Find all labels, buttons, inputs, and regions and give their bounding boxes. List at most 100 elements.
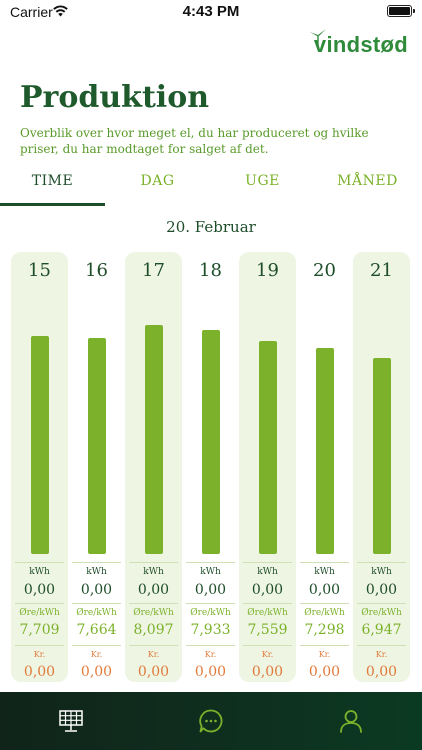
kwh-value: 0,00	[137, 582, 170, 598]
column-divider	[357, 603, 406, 604]
hour-column-17[interactable]: 17 kWh 0,00 Øre/kWh 8,097 Kr. 0,00	[125, 252, 182, 682]
page-title: Produktion	[20, 80, 210, 115]
carrier-label: Carrier	[10, 4, 53, 20]
column-divider	[357, 562, 406, 563]
column-divider	[129, 562, 178, 563]
tab-active-indicator	[0, 203, 105, 206]
kwh-unit-label: kWh	[143, 567, 164, 577]
production-bar	[373, 358, 391, 554]
kwh-unit-label: kWh	[257, 567, 278, 577]
column-divider	[15, 603, 64, 604]
production-bar	[202, 330, 220, 554]
kr-value: 0,00	[308, 664, 341, 680]
hour-label: 21	[370, 260, 393, 281]
price-unit-label: Øre/kWh	[190, 608, 231, 618]
page-subtitle: Overblik over hvor meget el, du har prod…	[20, 126, 369, 156]
bottom-nav	[0, 692, 422, 750]
production-bar	[316, 348, 334, 554]
kr-unit-label: Kr.	[318, 650, 331, 659]
price-unit-label: Øre/kWh	[304, 608, 345, 618]
hour-column-18[interactable]: 18 kWh 0,00 Øre/kWh 7,933 Kr. 0,00	[182, 252, 239, 682]
tab-uge[interactable]: UGE	[245, 173, 280, 189]
kwh-value: 0,00	[251, 582, 284, 598]
kr-unit-label: Kr.	[204, 650, 217, 659]
hour-label: 18	[199, 260, 222, 281]
chat-bubble-icon[interactable]	[198, 708, 224, 734]
kwh-value: 0,00	[23, 582, 56, 598]
vindstod-logo: vindstød	[304, 28, 408, 58]
user-profile-icon[interactable]	[338, 708, 364, 734]
production-bar	[145, 325, 163, 554]
period-tabs: TIME DAG UGE MÅNED	[0, 170, 422, 206]
kr-unit-label: Kr.	[261, 650, 274, 659]
column-divider	[72, 603, 121, 604]
column-divider	[300, 645, 349, 646]
kr-value: 0,00	[251, 664, 284, 680]
column-divider	[357, 645, 406, 646]
hour-label: 15	[28, 260, 51, 281]
status-bar: Carrier 4:43 PM	[0, 0, 422, 24]
hour-label: 19	[256, 260, 279, 281]
column-divider	[15, 562, 64, 563]
column-divider	[129, 645, 178, 646]
column-divider	[72, 645, 121, 646]
price-unit-label: Øre/kWh	[361, 608, 402, 618]
column-divider	[72, 562, 121, 563]
price-unit-label: Øre/kWh	[247, 608, 288, 618]
price-value: 8,097	[133, 622, 174, 638]
kwh-value: 0,00	[365, 582, 398, 598]
column-divider	[15, 645, 64, 646]
production-bar	[31, 336, 49, 554]
price-unit-label: Øre/kWh	[133, 608, 174, 618]
column-divider	[186, 603, 235, 604]
hour-label: 20	[313, 260, 336, 281]
price-value: 7,933	[190, 622, 231, 638]
tab-dag[interactable]: DAG	[140, 173, 175, 189]
kr-value: 0,00	[80, 664, 113, 680]
kr-value: 0,00	[137, 664, 170, 680]
column-divider	[243, 645, 292, 646]
wifi-icon	[53, 5, 68, 17]
price-unit-label: Øre/kWh	[76, 608, 117, 618]
tab-time[interactable]: TIME	[31, 173, 74, 189]
hour-column-16[interactable]: 16 kWh 0,00 Øre/kWh 7,664 Kr. 0,00	[68, 252, 125, 682]
hour-label: 16	[85, 260, 108, 281]
kwh-value: 0,00	[194, 582, 227, 598]
kr-value: 0,00	[23, 664, 56, 680]
kr-unit-label: Kr.	[90, 650, 103, 659]
kr-value: 0,00	[194, 664, 227, 680]
clock: 4:43 PM	[182, 3, 240, 20]
date-label: 20. Februar	[166, 218, 256, 236]
column-divider	[300, 562, 349, 563]
hour-label: 17	[142, 260, 165, 281]
kwh-unit-label: kWh	[86, 567, 107, 577]
kr-unit-label: Kr.	[375, 650, 388, 659]
hour-column-20[interactable]: 20 kWh 0,00 Øre/kWh 7,298 Kr. 0,00	[296, 252, 353, 682]
kwh-unit-label: kWh	[314, 567, 335, 577]
kwh-value: 0,00	[308, 582, 341, 598]
price-value: 7,664	[76, 622, 117, 638]
production-bar	[88, 338, 106, 554]
price-unit-label: Øre/kWh	[19, 608, 60, 618]
kr-unit-label: Kr.	[33, 650, 46, 659]
kr-unit-label: Kr.	[147, 650, 160, 659]
battery-icon	[387, 5, 415, 17]
column-divider	[129, 603, 178, 604]
solar-panel-icon[interactable]	[58, 708, 84, 734]
column-divider	[243, 603, 292, 604]
hourly-columns: 15 kWh 0,00 Øre/kWh 7,709 Kr. 0,00 16 kWh 0,00 Øre…	[11, 252, 411, 682]
price-value: 7,298	[304, 622, 345, 638]
column-divider	[243, 562, 292, 563]
kwh-unit-label: kWh	[200, 567, 221, 577]
logo-text: vindstød	[313, 32, 408, 57]
tab-maaned[interactable]: MÅNED	[337, 173, 398, 189]
kwh-unit-label: kWh	[371, 567, 392, 577]
hour-column-21[interactable]: 21 kWh 0,00 Øre/kWh 6,947 Kr. 0,00	[353, 252, 410, 682]
production-bar	[259, 341, 277, 554]
hour-column-15[interactable]: 15 kWh 0,00 Øre/kWh 7,709 Kr. 0,00	[11, 252, 68, 682]
kwh-value: 0,00	[80, 582, 113, 598]
hour-column-19[interactable]: 19 kWh 0,00 Øre/kWh 7,559 Kr. 0,00	[239, 252, 296, 682]
column-divider	[186, 645, 235, 646]
price-value: 7,709	[19, 622, 60, 638]
column-divider	[186, 562, 235, 563]
